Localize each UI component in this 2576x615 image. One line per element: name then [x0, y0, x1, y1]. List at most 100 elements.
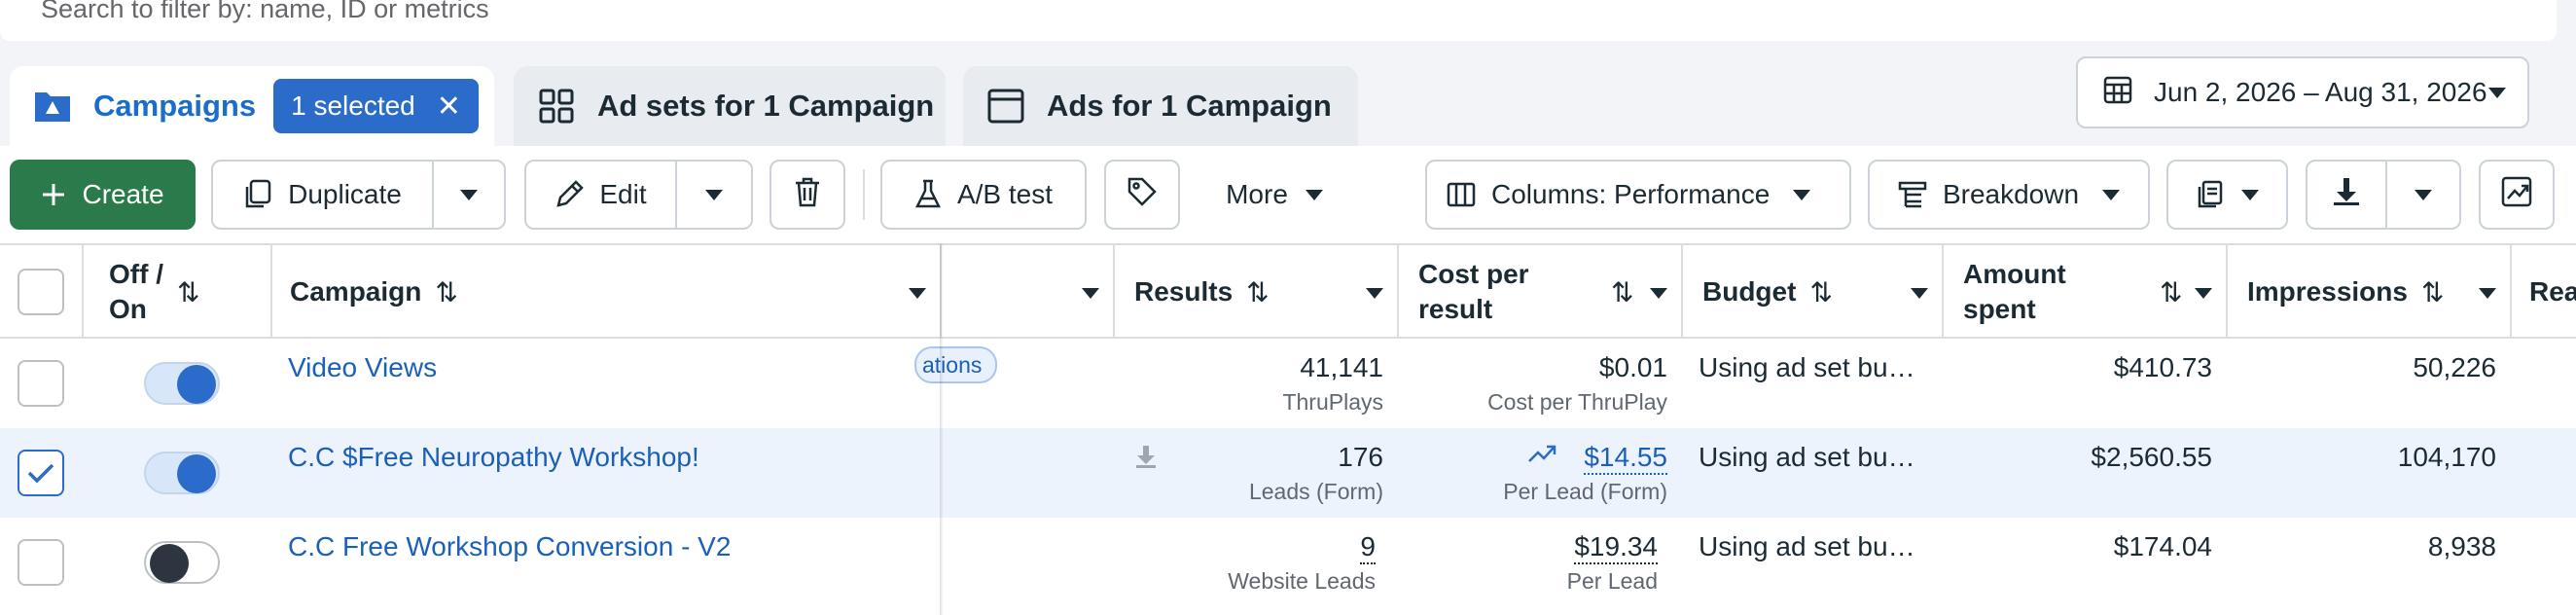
more-button-label: More: [1226, 179, 1288, 209]
date-range-picker[interactable]: Jun 2, 2026 – Aug 31, 2026: [2076, 56, 2529, 128]
chevron-down-icon: [1305, 189, 1323, 200]
cost-per-result-type: Cost per ThruPlay: [1487, 389, 1667, 415]
header-delivery[interactable]: [942, 245, 1115, 339]
chevron-down-icon[interactable]: [909, 288, 926, 299]
results-type: ThruPlays: [1282, 389, 1383, 415]
delivery-toggle[interactable]: [144, 362, 220, 405]
select-all-checkbox[interactable]: [18, 269, 64, 315]
budget-value: Using ad set bu…: [1699, 442, 1915, 472]
chevron-down-icon: [2415, 189, 2432, 200]
chevron-down-icon: [2488, 87, 2506, 98]
table-row[interactable]: C.C Free Workshop Conversion - V2 9 Webs…: [0, 518, 2576, 607]
header-impressions[interactable]: Impressions ⇅: [2228, 245, 2512, 339]
edit-dropdown-button[interactable]: [675, 160, 753, 230]
date-range-label: Jun 2, 2026 – Aug 31, 2026: [2154, 77, 2487, 107]
export-dropdown-button[interactable]: [2385, 160, 2461, 230]
tab-adsets-label: Ad sets for 1 Campaign: [597, 89, 935, 123]
header-reach[interactable]: Rea: [2512, 245, 2576, 339]
header-cost-per-result-label: Cost per result: [1418, 259, 1529, 324]
sort-icon: ⇅: [2420, 276, 2445, 308]
breakdown-button[interactable]: Breakdown: [1868, 160, 2150, 230]
chevron-down-icon[interactable]: [1911, 288, 1928, 299]
table-row[interactable]: Video Views 41,141 ThruPlays $0.01 Cost …: [0, 339, 2576, 428]
header-amount-spent[interactable]: Amount spent ⇅: [1944, 245, 2228, 339]
trend-up-icon: [1527, 442, 1556, 470]
chevron-down-icon[interactable]: [1082, 288, 1099, 299]
header-campaign[interactable]: Campaign ⇅: [272, 245, 942, 339]
row-checkbox[interactable]: [18, 360, 64, 407]
edit-button[interactable]: Edit: [524, 160, 677, 230]
edit-button-label: Edit: [599, 179, 647, 209]
tags-button[interactable]: [1104, 160, 1180, 230]
reports-icon: [2197, 180, 2226, 209]
results-type: Leads (Form): [1248, 479, 1383, 504]
breakdown-button-label: Breakdown: [1942, 179, 2080, 209]
duplicate-button[interactable]: Duplicate: [211, 160, 434, 230]
tab-ads[interactable]: Ads for 1 Campaign: [963, 66, 1358, 146]
tag-icon: [1127, 176, 1158, 214]
campaigns-table: Off / On ⇅ Campaign ⇅ Results ⇅ Cost per…: [0, 243, 2576, 615]
chevron-down-icon[interactable]: [2479, 288, 2496, 299]
columns-button[interactable]: Columns: Performance: [1425, 160, 1851, 230]
duplicate-dropdown-button[interactable]: [432, 160, 506, 230]
chevron-down-icon[interactable]: [2195, 288, 2212, 299]
trash-icon: [794, 176, 821, 214]
search-bar[interactable]: Search to filter by: name, ID or metrics: [0, 0, 2557, 41]
header-budget[interactable]: Budget ⇅: [1683, 245, 1944, 339]
table-row[interactable]: C.C $Free Neuropathy Workshop! 176 Leads…: [0, 428, 2576, 518]
impressions-value: 104,170: [2397, 442, 2496, 472]
search-input[interactable]: Search to filter by: name, ID or metrics: [41, 0, 489, 23]
header-off-on-label: Off / On: [109, 259, 163, 324]
calendar-icon: [2103, 75, 2132, 111]
toolbar: Create Duplicate Edit A/B test: [0, 146, 2576, 243]
chevron-down-icon[interactable]: [1366, 288, 1383, 299]
header-select-all: [0, 245, 84, 339]
header-cost-per-result[interactable]: Cost per result ⇅: [1399, 245, 1683, 339]
selected-chip[interactable]: 1 selected ✕: [273, 79, 479, 133]
amount-spent-value: $174.04: [2113, 531, 2212, 561]
cost-per-result-type: Per Lead (Form): [1503, 479, 1667, 504]
create-button[interactable]: Create: [10, 160, 196, 230]
tab-campaigns[interactable]: Campaigns 1 selected ✕: [10, 66, 494, 146]
duplicate-icon: [243, 179, 272, 210]
sort-icon: ⇅: [177, 276, 200, 308]
amount-spent-value: $410.73: [2113, 352, 2212, 382]
campaign-name-link[interactable]: C.C Free Workshop Conversion - V2: [288, 531, 732, 561]
ab-test-button[interactable]: A/B test: [880, 160, 1087, 230]
charts-button[interactable]: [2479, 160, 2555, 230]
delivery-toggle[interactable]: [144, 541, 220, 584]
delete-button[interactable]: [769, 160, 845, 230]
export-button[interactable]: [2306, 160, 2387, 230]
ads-window-icon: [986, 87, 1025, 126]
trend-chart-icon: [2501, 176, 2532, 214]
tab-campaigns-label: Campaigns: [93, 89, 257, 123]
header-off-on[interactable]: Off / On ⇅: [84, 245, 272, 339]
checkmark-icon: [27, 463, 54, 484]
more-button[interactable]: More: [1197, 160, 1352, 230]
clear-selection-icon[interactable]: ✕: [436, 90, 461, 123]
partial-status-chip: ations: [914, 346, 998, 383]
download-icon: [2332, 176, 2361, 214]
header-campaign-label: Campaign: [290, 276, 422, 307]
header-reach-label: Rea: [2529, 276, 2576, 307]
amount-spent-value: $2,560.55: [2091, 442, 2212, 472]
campaigns-folder-icon: [33, 87, 72, 126]
delivery-toggle[interactable]: [144, 452, 220, 494]
campaign-name-link[interactable]: C.C $Free Neuropathy Workshop!: [288, 442, 699, 472]
flask-icon: [914, 179, 942, 210]
header-results[interactable]: Results ⇅: [1115, 245, 1399, 339]
sort-icon: ⇅: [1611, 276, 1634, 308]
campaign-name-link[interactable]: Video Views: [288, 352, 438, 382]
row-checkbox[interactable]: [18, 539, 64, 586]
plus-icon: [41, 182, 66, 207]
cost-per-result-value[interactable]: $14.55: [1584, 442, 1667, 475]
chevron-down-icon: [460, 189, 478, 200]
results-value: 41,141: [1300, 352, 1383, 382]
download-icon[interactable]: [1134, 444, 1158, 474]
row-checkbox[interactable]: [18, 450, 64, 496]
chevron-down-icon[interactable]: [1650, 288, 1667, 299]
chevron-down-icon: [705, 189, 723, 200]
reports-button[interactable]: [2166, 160, 2288, 230]
tab-adsets[interactable]: Ad sets for 1 Campaign: [514, 66, 946, 146]
frozen-column-shadow: [940, 243, 944, 615]
